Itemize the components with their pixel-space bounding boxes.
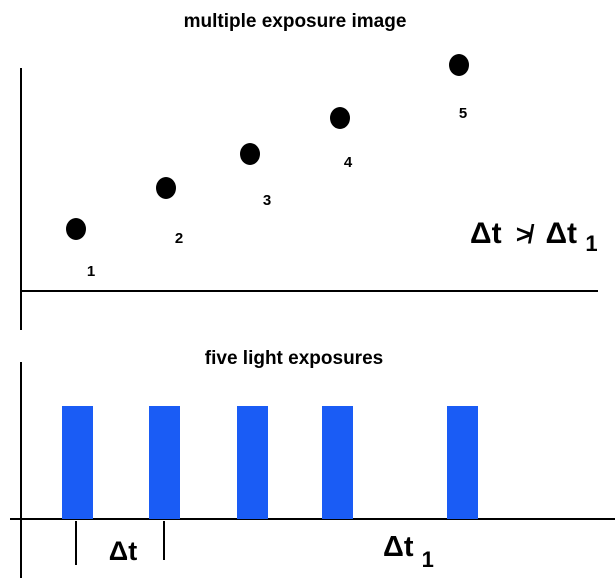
interval1-label: Δt 1 xyxy=(383,531,434,572)
inequality-symbol: ≯ xyxy=(516,219,535,249)
inequality-expression: Δt ≯ Δt 1 xyxy=(470,217,598,256)
light-pulse-1 xyxy=(62,406,93,519)
exposure-dot-5 xyxy=(449,54,469,76)
dot-label-1: 1 xyxy=(87,263,95,280)
dot-label-5: 5 xyxy=(459,105,467,122)
inequality-right-sub: 1 xyxy=(585,231,597,256)
exposure-dot-4 xyxy=(330,107,350,129)
inequality-right: Δt xyxy=(545,217,577,250)
dot-label-2: 2 xyxy=(175,230,183,247)
bottom-panel-title: five light exposures xyxy=(205,348,383,369)
top-panel-title: multiple exposure image xyxy=(184,11,407,32)
light-pulse-5 xyxy=(447,406,478,519)
interval1-sub: 1 xyxy=(422,547,434,572)
interval1-base: Δt xyxy=(383,531,414,563)
interval-label: Δt xyxy=(109,536,137,566)
exposure-dot-1 xyxy=(66,218,86,240)
light-pulse-2 xyxy=(149,406,180,519)
dot-label-4: 4 xyxy=(344,154,353,171)
light-pulse-3 xyxy=(237,406,268,519)
dot-label-3: 3 xyxy=(263,192,271,209)
inequality-left: Δt xyxy=(470,217,502,250)
exposure-dot-2 xyxy=(156,177,176,199)
light-pulse-4 xyxy=(322,406,353,519)
exposure-dot-3 xyxy=(240,143,260,165)
